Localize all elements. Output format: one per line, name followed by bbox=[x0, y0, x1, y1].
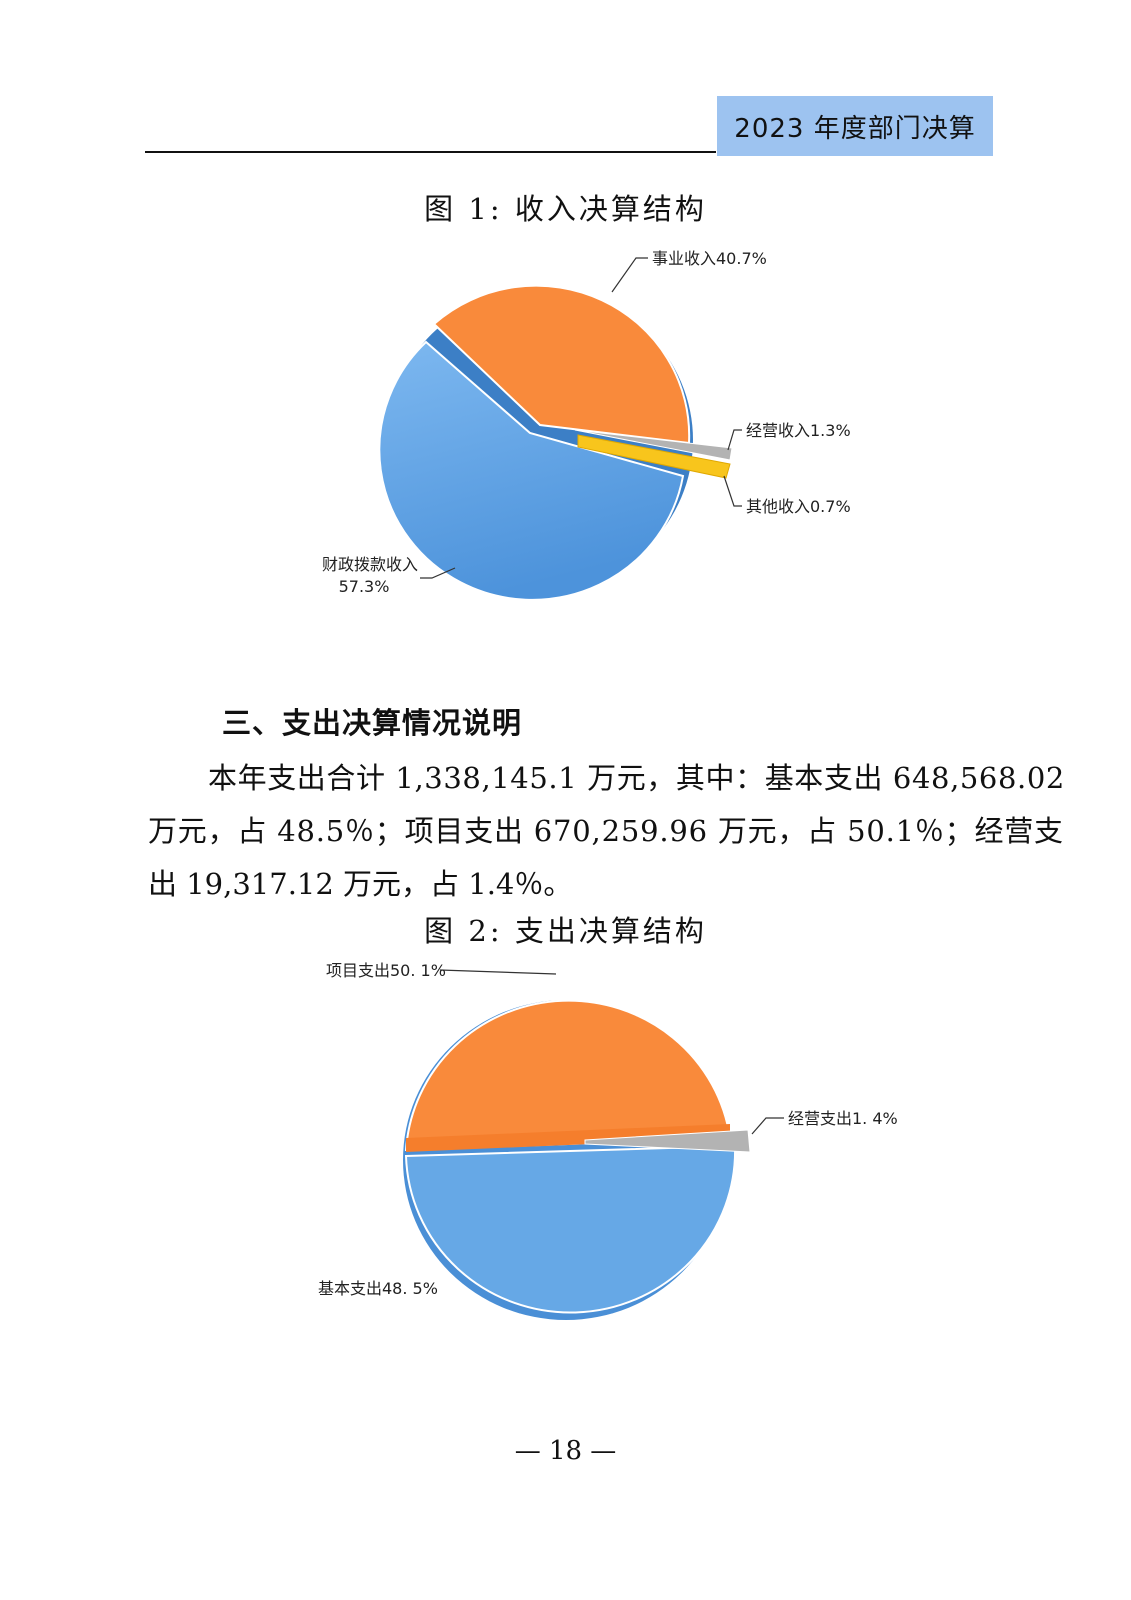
header-rule bbox=[145, 151, 716, 153]
pie1-leader-other bbox=[723, 475, 742, 507]
paragraph-line-1: 本年支出合计 1,338,145.1 万元，其中：基本支出 648,568.02 bbox=[208, 761, 1065, 795]
page-number: — 18 — bbox=[514, 1436, 617, 1466]
figure1-title: 图 1: 收入决算结构 bbox=[424, 192, 707, 226]
pie2-slice-basic bbox=[404, 1144, 737, 1314]
pie1-slice-business bbox=[432, 284, 691, 445]
pie1-leader-operating bbox=[727, 429, 742, 451]
pie1-leader-public-fund bbox=[420, 567, 456, 579]
paragraph-line-3: 出 19,317.12 万元，占 1.4％。 bbox=[148, 867, 573, 901]
header-title: 2023 年度部门决算 bbox=[717, 96, 993, 156]
pie1-label-other: 其他收入0.7% bbox=[746, 497, 851, 516]
pie1-label-public-fund-value: 57.3% bbox=[339, 577, 390, 596]
pie1-slice-operating bbox=[574, 429, 733, 461]
pie2-slice-project bbox=[404, 999, 732, 1152]
pie2-label-operating: 经营支出1. 4% bbox=[788, 1109, 898, 1128]
section-paragraph: 本年支出合计 1,338,145.1 万元，其中：基本支出 648,568.02… bbox=[148, 752, 1065, 911]
pie2-slice-operating bbox=[584, 1129, 751, 1153]
pie2-slice-project-side bbox=[406, 1124, 730, 1152]
pie1-label-public-fund-name: 财政拨款收入 bbox=[322, 555, 418, 574]
pie1-label-operating: 经营收入1.3% bbox=[746, 421, 851, 440]
pie2-label-basic: 基本支出48. 5% bbox=[318, 1279, 438, 1298]
pie2-leader-project bbox=[439, 969, 557, 975]
paragraph-line-2: 万元，占 48.5％；项目支出 670,259.96 万元，占 50.1％；经营… bbox=[148, 814, 1064, 848]
pie1-slice-other bbox=[577, 434, 731, 479]
figure2-title: 图 2: 支出决算结构 bbox=[424, 914, 707, 948]
expenditure-pie-chart: 项目支出50. 1% 经营支出1. 4% 基本支出48. 5% bbox=[318, 961, 898, 1320]
pie1-leader-business bbox=[611, 257, 648, 293]
pie1-label-business: 事业收入40.7% bbox=[652, 249, 767, 268]
pie1-slice-public-fund bbox=[378, 340, 685, 601]
income-pie-chart: 事业收入40.7% 经营收入1.3% 其他收入0.7% 财政拨款收入 57.3% bbox=[322, 249, 851, 601]
section-heading: 三、支出决算情况说明 bbox=[222, 706, 523, 740]
pie2-label-project: 项目支出50. 1% bbox=[326, 961, 446, 980]
pie2-leader-operating bbox=[751, 1117, 784, 1135]
